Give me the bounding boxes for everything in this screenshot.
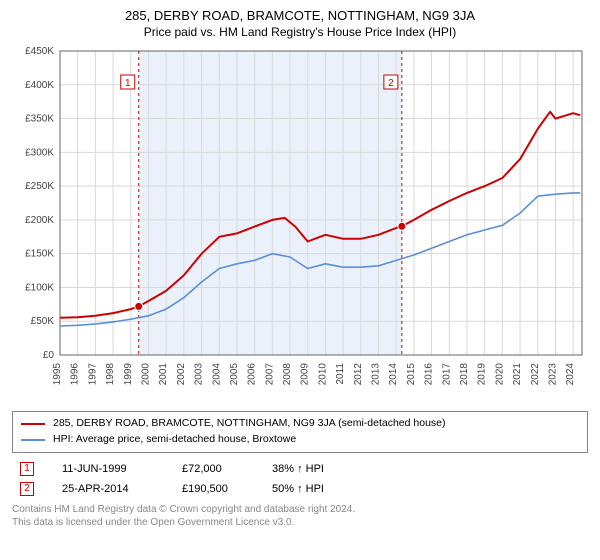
svg-text:£0: £0 [43,350,55,361]
sale-price: £190,500 [182,483,272,495]
svg-text:2023: 2023 [547,363,558,386]
svg-text:2021: 2021 [512,363,523,386]
legend-item: 285, DERBY ROAD, BRAMCOTE, NOTTINGHAM, N… [21,416,579,432]
svg-text:1: 1 [125,78,131,89]
svg-text:1996: 1996 [70,363,81,386]
svg-text:£50K: £50K [31,316,55,327]
svg-text:£100K: £100K [25,282,54,293]
legend: 285, DERBY ROAD, BRAMCOTE, NOTTINGHAM, N… [12,411,588,453]
svg-text:2012: 2012 [353,363,364,386]
svg-text:1999: 1999 [123,363,134,386]
chart-area: £0 £50K £100K £150K £200K £250K £300K £350K £400… [12,45,588,405]
footer-line: Contains HM Land Registry data © Crown c… [12,503,588,516]
sale-marker-icon: 2 [20,482,34,496]
svg-text:2022: 2022 [530,363,541,386]
svg-text:£450K: £450K [25,46,54,57]
svg-text:2: 2 [388,78,394,89]
footer-line: This data is licensed under the Open Gov… [12,516,588,529]
svg-text:2003: 2003 [194,363,205,386]
sale-delta: 50% ↑ HPI [272,483,382,495]
svg-text:2016: 2016 [424,363,435,386]
legend-swatch [21,423,45,425]
svg-text:1998: 1998 [105,363,116,386]
legend-swatch [21,439,45,441]
svg-text:2013: 2013 [371,363,382,386]
svg-text:2011: 2011 [335,363,346,385]
svg-text:£200K: £200K [25,215,54,226]
sale-row: 1 11-JUN-1999 £72,000 38% ↑ HPI [12,459,588,479]
svg-text:2007: 2007 [264,363,275,386]
svg-text:1997: 1997 [87,363,98,386]
legend-item: HPI: Average price, semi-detached house,… [21,432,579,448]
svg-text:2017: 2017 [441,363,452,386]
svg-text:2006: 2006 [247,363,258,386]
svg-text:£350K: £350K [25,114,54,125]
svg-text:2004: 2004 [211,363,222,386]
svg-text:2024: 2024 [565,363,576,386]
svg-text:2018: 2018 [459,363,470,386]
sale-date: 25-APR-2014 [62,483,182,495]
svg-text:2000: 2000 [140,363,151,386]
svg-text:2005: 2005 [229,363,240,386]
svg-text:2008: 2008 [282,363,293,386]
svg-text:2015: 2015 [406,363,417,386]
svg-text:1995: 1995 [52,363,63,386]
svg-text:2002: 2002 [176,363,187,386]
svg-text:2001: 2001 [158,363,169,386]
chart-title: 285, DERBY ROAD, BRAMCOTE, NOTTINGHAM, N… [12,8,588,23]
sale-delta: 38% ↑ HPI [272,463,382,475]
svg-text:2010: 2010 [317,363,328,386]
footer: Contains HM Land Registry data © Crown c… [12,503,588,529]
sale-price: £72,000 [182,463,272,475]
svg-text:£300K: £300K [25,147,54,158]
legend-label: HPI: Average price, semi-detached house,… [53,432,296,448]
sale-marker-icon: 1 [20,462,34,476]
svg-text:2009: 2009 [300,363,311,386]
svg-text:£150K: £150K [25,249,54,260]
svg-text:2014: 2014 [388,363,399,386]
chart-subtitle: Price paid vs. HM Land Registry's House … [12,25,588,39]
sales-table: 1 11-JUN-1999 £72,000 38% ↑ HPI 2 25-APR… [12,459,588,499]
legend-label: 285, DERBY ROAD, BRAMCOTE, NOTTINGHAM, N… [53,416,446,432]
svg-text:2019: 2019 [477,363,488,386]
sale-date: 11-JUN-1999 [62,463,182,475]
svg-text:£250K: £250K [25,181,54,192]
line-chart: £0 £50K £100K £150K £200K £250K £300K £350K £400… [12,45,588,405]
chart-container: 285, DERBY ROAD, BRAMCOTE, NOTTINGHAM, N… [0,0,600,560]
svg-text:£400K: £400K [25,80,54,91]
sale-row: 2 25-APR-2014 £190,500 50% ↑ HPI [12,479,588,499]
svg-text:2020: 2020 [494,363,505,386]
